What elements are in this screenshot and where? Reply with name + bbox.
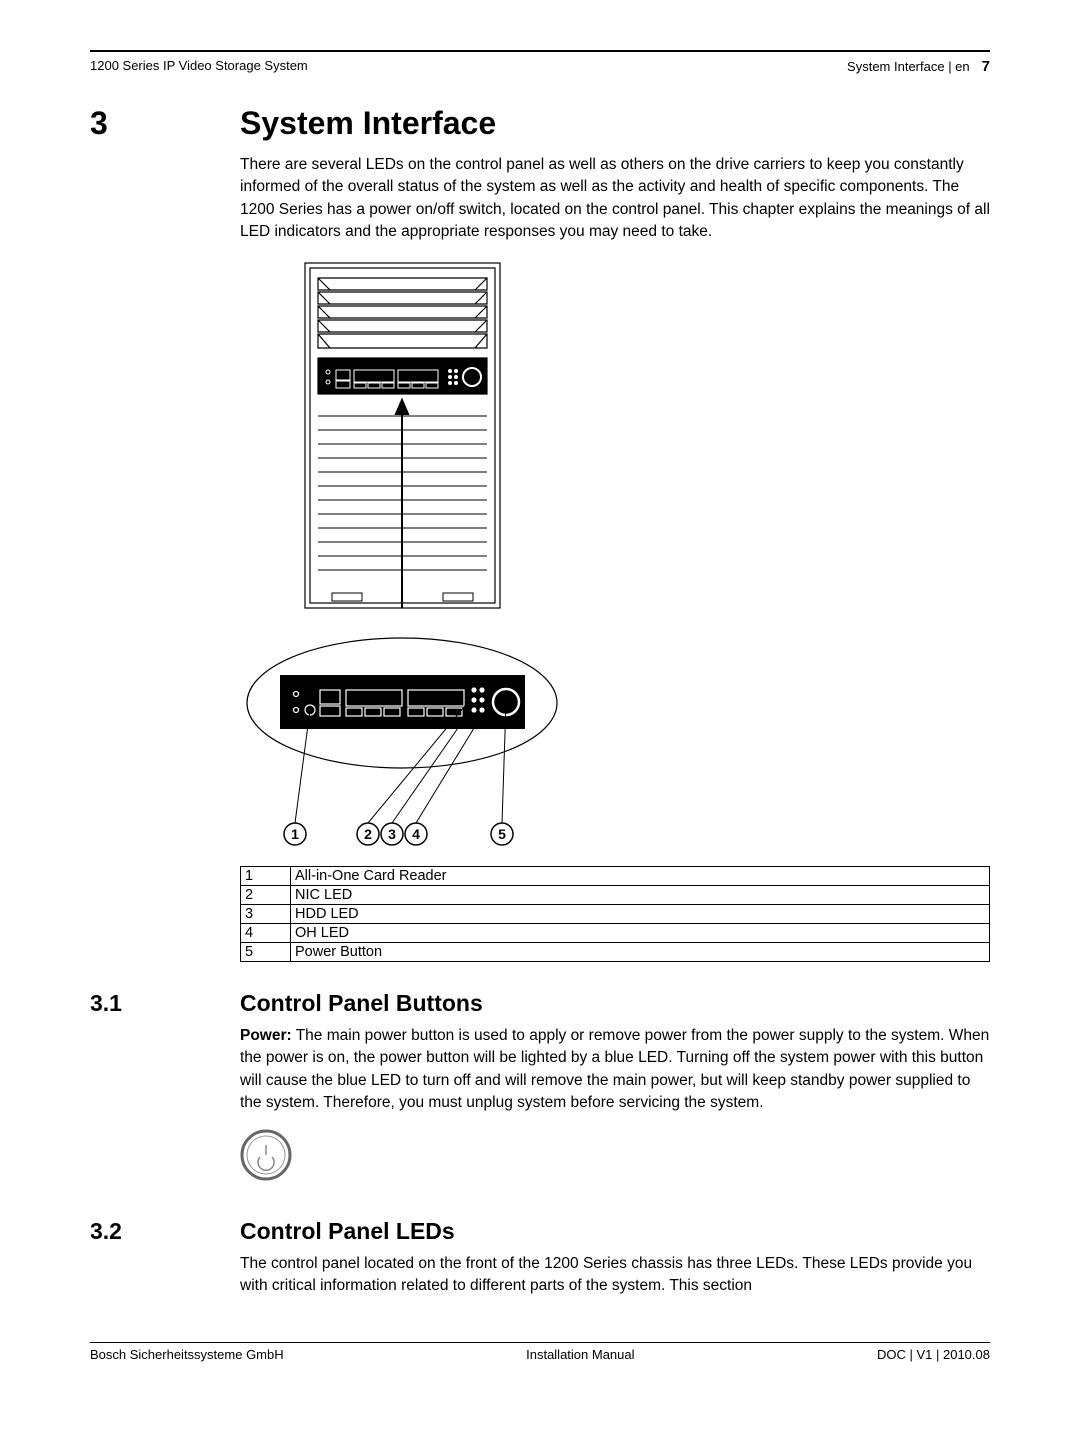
legend-num: 2 <box>241 885 291 904</box>
legend-desc: HDD LED <box>291 904 990 923</box>
footer-center: Installation Manual <box>526 1347 634 1362</box>
section-title: Control Panel Buttons <box>240 990 990 1017</box>
table-row: 4OH LED <box>241 923 990 942</box>
section-number: 3.2 <box>90 1218 240 1312</box>
callout-2: 2 <box>364 826 372 842</box>
legend-desc: Power Button <box>291 942 990 961</box>
legend-desc: NIC LED <box>291 885 990 904</box>
table-row: 2NIC LED <box>241 885 990 904</box>
page-header: 1200 Series IP Video Storage System Syst… <box>90 58 990 75</box>
legend-num: 1 <box>241 866 291 885</box>
footer-left: Bosch Sicherheitssysteme GmbH <box>90 1347 284 1362</box>
power-body: The main power button is used to apply o… <box>240 1027 989 1111</box>
section-body: The control panel located on the front o… <box>240 1253 990 1298</box>
table-row: 3HDD LED <box>241 904 990 923</box>
header-left: 1200 Series IP Video Storage System <box>90 58 308 75</box>
callout-3: 3 <box>388 826 396 842</box>
table-row: 5Power Button <box>241 942 990 961</box>
chapter-intro: There are several LEDs on the control pa… <box>240 154 990 244</box>
callout-5: 5 <box>498 826 506 842</box>
page-footer: Bosch Sicherheitssysteme GmbH Installati… <box>90 1347 990 1362</box>
legend-num: 4 <box>241 923 291 942</box>
table-row: 1All-in-One Card Reader <box>241 866 990 885</box>
callout-4: 4 <box>412 826 420 842</box>
section-title: Control Panel LEDs <box>240 1218 990 1245</box>
footer-right: DOC | V1 | 2010.08 <box>877 1347 990 1362</box>
section-number: 3.1 <box>90 990 240 1210</box>
header-right: System Interface | en <box>847 59 970 74</box>
legend-num: 3 <box>241 904 291 923</box>
legend-table: 1All-in-One Card Reader 2NIC LED 3HDD LE… <box>240 866 990 962</box>
power-button-icon <box>240 1129 990 1186</box>
chapter-number: 3 <box>90 105 240 982</box>
chapter-title: System Interface <box>240 105 990 142</box>
section-body: Power: The main power button is used to … <box>240 1025 990 1115</box>
front-panel-diagram: 1 2 3 4 5 <box>240 258 990 858</box>
callout-1: 1 <box>291 826 299 842</box>
legend-num: 5 <box>241 942 291 961</box>
legend-desc: All-in-One Card Reader <box>291 866 990 885</box>
power-label: Power: <box>240 1027 292 1044</box>
legend-desc: OH LED <box>291 923 990 942</box>
page-number: 7 <box>982 58 990 75</box>
